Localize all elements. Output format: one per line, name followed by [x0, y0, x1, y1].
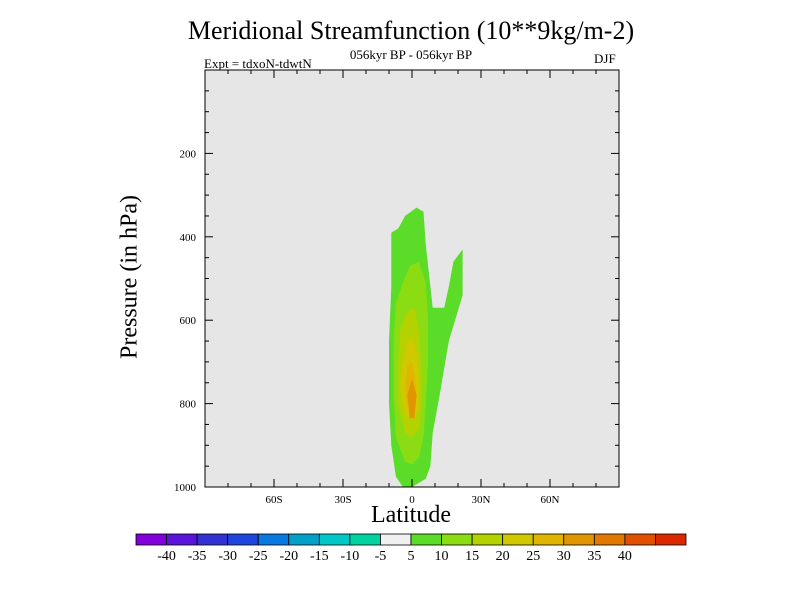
x-tick-label: 0 [409, 494, 415, 506]
colorbar-label: 25 [526, 549, 540, 564]
colorbar-swatch [563, 533, 595, 546]
colorbar-swatch [502, 533, 534, 546]
x-tick-label: 60S [265, 494, 282, 506]
colorbar-swatch [532, 533, 565, 546]
colorbar-label: 10 [435, 549, 449, 564]
axis-ticks: 60S 30S 0 30N 60N 200 400 600 800 1000 [174, 70, 619, 506]
colorbar-swatch [410, 533, 442, 546]
colorbar-swatch [227, 533, 259, 546]
plot-frame [204, 69, 620, 488]
colorbar-label: -20 [279, 549, 298, 564]
season-label: DJF [594, 51, 616, 66]
colorbar-label: 15 [465, 549, 479, 564]
colorbar-label: -15 [310, 549, 329, 564]
y-tick-label: 800 [180, 399, 197, 411]
colorbar-swatch [380, 533, 412, 546]
colorbar-swatch [441, 533, 473, 546]
colorbar-swatch [288, 533, 320, 546]
chart-subtitle: 056kyr BP - 056kyr BP [349, 47, 473, 62]
colorbar-swatch [593, 533, 626, 546]
x-axis-label: Latitude [371, 502, 451, 528]
y-tick-label: 200 [180, 148, 197, 160]
colorbar: -40 -35 -30 -25 -20 -15 -10 -5 5 10 15 20 25 30 35 40 [135, 533, 687, 564]
colorbar-label: 30 [557, 549, 571, 564]
contour-layer [389, 207, 463, 487]
y-tick-label: 600 [180, 315, 197, 327]
colorbar-label: -30 [218, 549, 237, 564]
y-tick-label: 400 [180, 232, 197, 244]
x-tick-label: 30S [334, 494, 351, 506]
colorbar-label: -5 [375, 549, 387, 564]
x-tick-label: 30N [472, 494, 491, 506]
colorbar-label: -40 [157, 549, 176, 564]
colorbar-swatch [349, 533, 381, 546]
colorbar-label: 40 [618, 549, 632, 564]
colorbar-swatch [624, 533, 656, 546]
colorbar-label: -10 [341, 549, 360, 564]
colorbar-swatch [196, 533, 229, 546]
colorbar-label: 5 [408, 549, 415, 564]
colorbar-swatch [655, 533, 687, 546]
colorbar-swatch [318, 533, 351, 546]
experiment-label: Expt = tdxoN-tdwtN [204, 56, 312, 71]
colorbar-swatch [471, 533, 504, 546]
colorbar-swatch [257, 533, 290, 546]
colorbar-label: -35 [188, 549, 207, 564]
chart-title: Meridional Streamfunction (10**9kg/m-2) [187, 16, 635, 45]
colorbar-swatch [166, 533, 198, 546]
contour-fill-30 [407, 378, 417, 419]
colorbar-label: 20 [496, 549, 510, 564]
colorbar-swatch [135, 533, 167, 546]
colorbar-label: 35 [587, 549, 601, 564]
x-tick-label: 60N [541, 494, 560, 506]
y-tick-label: 1000 [174, 482, 197, 494]
colorbar-label: -25 [249, 549, 268, 564]
